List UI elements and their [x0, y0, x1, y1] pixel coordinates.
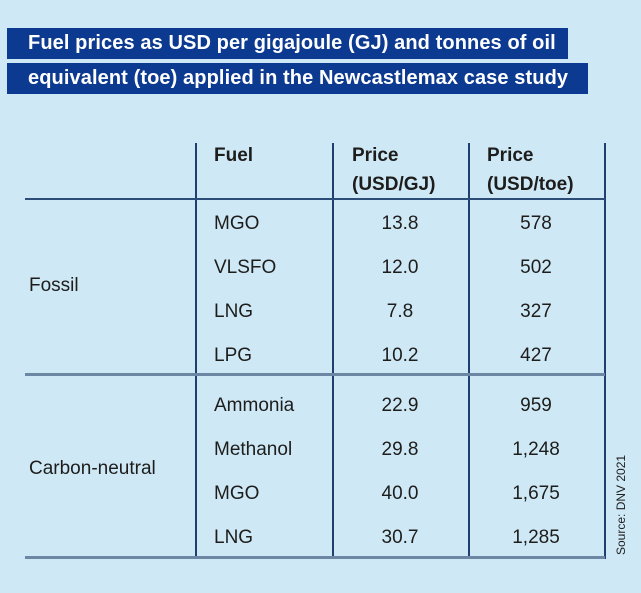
column-divider-1 — [195, 143, 197, 559]
table-row: LNG 7.8 327 — [0, 301, 604, 323]
price-toe-cell: 502 — [520, 257, 552, 278]
fuel-cell: LNG — [214, 301, 254, 322]
price-gj-cell: 12.0 — [381, 257, 419, 278]
fuel-cell: LPG — [214, 345, 253, 366]
column-header-price-gj: Price (USD/GJ) — [352, 141, 435, 199]
table-row: MGO 13.8 578 — [0, 213, 604, 235]
fuel-cell: MGO — [214, 213, 260, 234]
price-gj-cell: 10.2 — [381, 345, 419, 366]
column-divider-4 — [604, 143, 606, 559]
table-row: MGO 40.0 1,675 — [0, 483, 604, 505]
column-header-price-toe: Price (USD/toe) — [487, 141, 574, 199]
table-row: LNG 30.7 1,285 — [0, 527, 604, 549]
price-toe-cell: 1,675 — [512, 483, 560, 504]
price-toe-cell: 1,285 — [512, 527, 560, 548]
figure-title-line2: equivalent (toe) applied in the Newcastl… — [7, 63, 588, 94]
table-row: VLSFO 12.0 502 — [0, 257, 604, 279]
table-row: Methanol 29.8 1,248 — [0, 439, 604, 461]
table-row: Ammonia 22.9 959 — [0, 395, 604, 417]
column-header-price-toe-line2: (USD/toe) — [487, 174, 574, 195]
section-divider — [25, 373, 605, 376]
price-toe-cell: 578 — [520, 213, 552, 234]
price-toe-cell: 327 — [520, 301, 552, 322]
price-gj-cell: 30.7 — [381, 527, 419, 548]
price-gj-cell: 40.0 — [381, 483, 419, 504]
column-header-price-toe-line1: Price — [487, 145, 534, 166]
column-header-price-gj-line1: Price — [352, 145, 399, 166]
table-bottom-border — [25, 556, 605, 559]
price-gj-cell: 13.8 — [381, 213, 419, 234]
column-header-price-gj-line2: (USD/GJ) — [352, 174, 436, 195]
fuel-cell: Methanol — [214, 439, 293, 460]
price-gj-cell: 22.9 — [381, 395, 419, 416]
fuel-cell: VLSFO — [214, 257, 277, 278]
column-divider-3 — [468, 143, 470, 559]
fuel-cell: MGO — [214, 483, 260, 504]
fuel-cell: LNG — [214, 527, 254, 548]
header-divider — [25, 198, 605, 200]
price-gj-cell: 7.8 — [386, 301, 414, 322]
column-divider-2 — [332, 143, 334, 559]
column-header-fuel-label: Fuel — [214, 145, 254, 166]
price-toe-cell: 959 — [520, 395, 552, 416]
table-row: LPG 10.2 427 — [0, 345, 604, 367]
figure-title-line1: Fuel prices as USD per gigajoule (GJ) an… — [7, 28, 568, 59]
price-toe-cell: 1,248 — [512, 439, 560, 460]
fuel-cell: Ammonia — [214, 395, 295, 416]
category-label-carbon-neutral: Carbon-neutral — [29, 458, 156, 479]
source-credit: Source: DNV 2021 — [614, 454, 628, 555]
column-header-fuel: Fuel — [214, 141, 253, 170]
price-toe-cell: 427 — [520, 345, 552, 366]
category-label-fossil: Fossil — [29, 275, 79, 296]
price-gj-cell: 29.8 — [381, 439, 419, 460]
